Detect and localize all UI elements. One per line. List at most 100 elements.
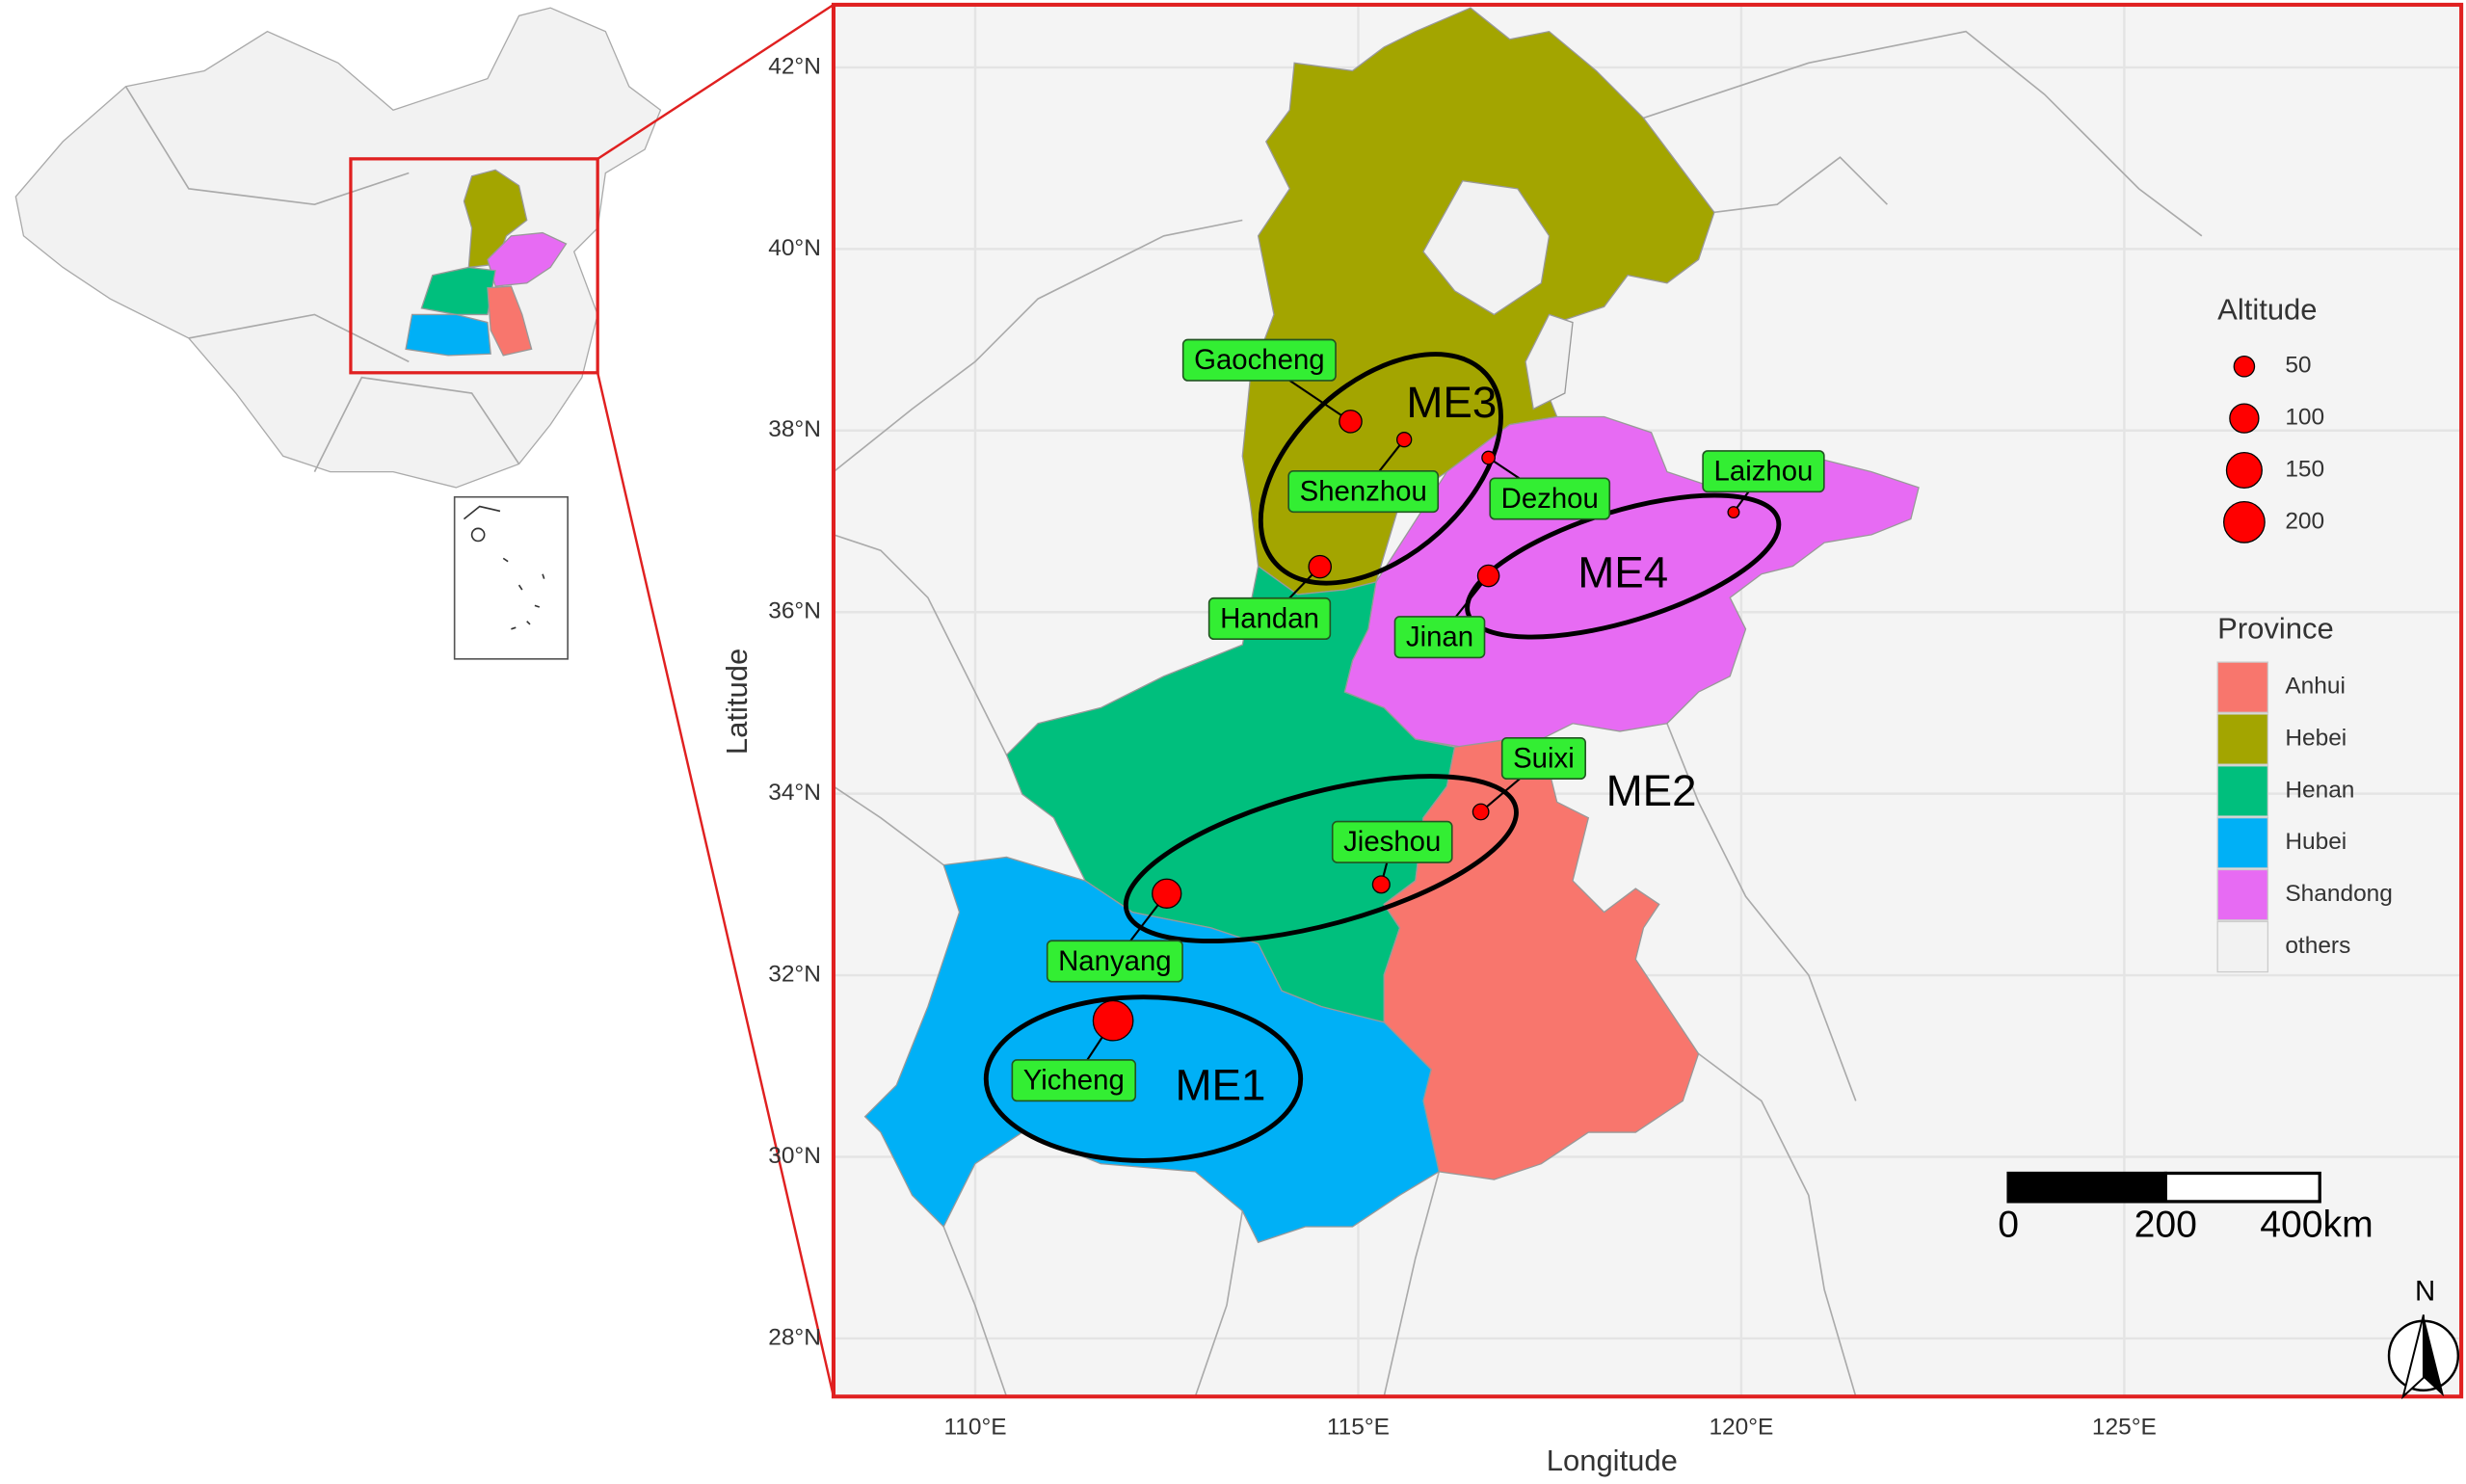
legend-swatch bbox=[2216, 713, 2269, 765]
inset-boundary bbox=[124, 86, 520, 472]
north-arrow: N bbox=[2387, 1275, 2460, 1400]
x-tick-label: 115°E bbox=[1327, 1414, 1390, 1440]
tianjin bbox=[1525, 313, 1574, 411]
environment-label: ME4 bbox=[1578, 547, 1668, 596]
scale-bar-white bbox=[2163, 1171, 2321, 1204]
legend-swatch bbox=[2216, 661, 2269, 713]
site-label: Jinan bbox=[1406, 622, 1473, 653]
legend-size-key bbox=[2222, 500, 2266, 543]
site-point bbox=[1371, 875, 1391, 894]
site-point bbox=[1476, 564, 1500, 588]
site-point bbox=[1308, 554, 1333, 579]
inset-anhui bbox=[487, 285, 533, 357]
x-axis-title: Longitude bbox=[1547, 1444, 1678, 1477]
altitude-legend-title: Altitude bbox=[2217, 292, 2317, 326]
environment-ellipse bbox=[1123, 774, 1519, 944]
north-label: N bbox=[2415, 1275, 2435, 1307]
china-outline bbox=[14, 7, 662, 489]
site-label-box bbox=[1393, 616, 1486, 659]
legend-label: Hubei bbox=[2285, 829, 2347, 855]
y-tick-label: 34°N bbox=[768, 780, 821, 806]
legend-swatch bbox=[2216, 765, 2269, 817]
inset-highlight bbox=[349, 157, 599, 375]
inset-map bbox=[14, 3, 835, 1397]
legend-size-label: 150 bbox=[2285, 456, 2324, 482]
province-boundary bbox=[833, 30, 2203, 1397]
environment-label: ME1 bbox=[1175, 1060, 1265, 1109]
scale-bar: 0 200 400km bbox=[1998, 1171, 2373, 1245]
site-label-box bbox=[1489, 477, 1611, 520]
y-tick-label: 42°N bbox=[768, 53, 821, 79]
y-tick-label: 28°N bbox=[768, 1324, 821, 1350]
provinces bbox=[833, 7, 2203, 1397]
site-label-box bbox=[1331, 820, 1453, 863]
site-label-box bbox=[1181, 338, 1337, 382]
site-point bbox=[1339, 410, 1363, 434]
legend-label: Henan bbox=[2285, 777, 2354, 803]
site-label-box bbox=[1500, 736, 1586, 781]
zoom-line bbox=[596, 372, 835, 1397]
legend-size-label: 200 bbox=[2285, 508, 2324, 534]
y-tick-label: 36°N bbox=[768, 598, 821, 624]
site-point bbox=[1395, 432, 1413, 448]
environment-ellipse bbox=[983, 994, 1304, 1163]
zoom-line bbox=[597, 3, 835, 160]
scale-label: 400km bbox=[2260, 1204, 2373, 1245]
site-label: Yicheng bbox=[1023, 1065, 1125, 1097]
anhui bbox=[1383, 738, 1700, 1180]
overlay: ME1 ME2 ME3 ME4 Gaocheng Shenzhou Dezhou Handan… bbox=[983, 338, 1825, 1163]
x-tick-label: 110°E bbox=[943, 1414, 1006, 1440]
y-tick-label: 32°N bbox=[768, 962, 821, 988]
scale-label: 0 bbox=[1998, 1204, 2019, 1245]
y-tick-label: 30°N bbox=[768, 1143, 821, 1169]
site-label: Nanyang bbox=[1058, 945, 1172, 977]
scale-bar-black bbox=[2006, 1171, 2167, 1204]
site-label: Suixi bbox=[1513, 742, 1575, 774]
site-label-box bbox=[1287, 470, 1440, 514]
site-label: Gaocheng bbox=[1194, 344, 1325, 376]
legend-label: Anhui bbox=[2285, 674, 2346, 700]
site-label: Handan bbox=[1220, 602, 1319, 634]
environment-ellipse bbox=[1258, 352, 1503, 586]
site-label: Laizhou bbox=[1714, 456, 1814, 488]
x-tick-label: 120°E bbox=[1709, 1414, 1773, 1440]
inset-shandong bbox=[487, 231, 568, 287]
environment-label: ME2 bbox=[1606, 766, 1697, 815]
y-axis-title: Latitude bbox=[720, 649, 754, 755]
legend-swatch bbox=[2216, 817, 2269, 869]
legend-size-label: 100 bbox=[2285, 405, 2324, 431]
site-label: Dezhou bbox=[1501, 483, 1599, 515]
y-tick-label: 40°N bbox=[768, 235, 821, 261]
site-label: Shenzhou bbox=[1300, 475, 1427, 507]
inset-hubei bbox=[405, 313, 491, 357]
site-label: Jieshou bbox=[1343, 826, 1441, 858]
legend-size-label: 50 bbox=[2285, 353, 2311, 379]
legend-size-key bbox=[2229, 403, 2260, 434]
site-label-box bbox=[1702, 450, 1825, 493]
south-sea-islands bbox=[463, 505, 545, 630]
inset-south-sea bbox=[453, 495, 569, 660]
site-label-box bbox=[1207, 596, 1332, 640]
site-label-box bbox=[1011, 1059, 1137, 1102]
site-point bbox=[1727, 506, 1740, 519]
x-tick-label: 125°E bbox=[2092, 1414, 2157, 1440]
y-tick-label: 38°N bbox=[768, 416, 821, 442]
map-panel-border bbox=[831, 2, 2464, 1399]
province-legend-title: Province bbox=[2217, 612, 2334, 646]
legend-swatch bbox=[2216, 920, 2269, 973]
legend-label: Hebei bbox=[2285, 726, 2347, 752]
legend-size-key bbox=[2225, 451, 2263, 490]
legend-label: Shandong bbox=[2285, 881, 2393, 907]
site-point bbox=[1092, 999, 1134, 1042]
legend-size-key bbox=[2233, 356, 2256, 378]
site-label-box bbox=[1046, 940, 1183, 983]
legend-swatch bbox=[2216, 868, 2269, 921]
site-point bbox=[1472, 803, 1490, 821]
beijing bbox=[1422, 179, 1551, 316]
environment-label: ME3 bbox=[1406, 378, 1497, 427]
inset-henan bbox=[420, 266, 496, 316]
legend-label: others bbox=[2285, 933, 2350, 959]
site-point bbox=[1481, 450, 1496, 465]
